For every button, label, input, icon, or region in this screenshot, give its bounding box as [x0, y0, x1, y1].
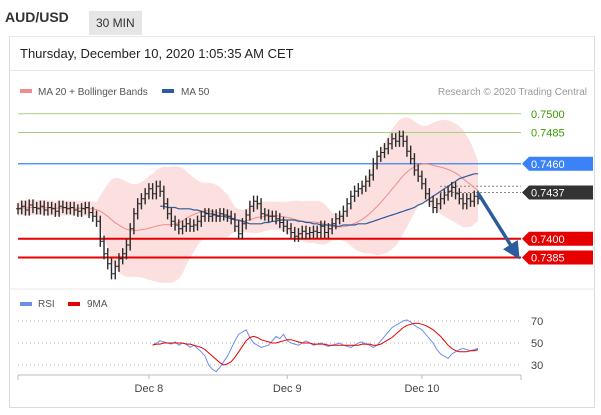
ma20-line [17, 163, 479, 232]
header-divider [10, 70, 595, 71]
legend-swatch-rsi [20, 302, 32, 306]
level-0-7485-label: 0.7485 [531, 128, 565, 140]
rsi-pane: 70 50 30 [18, 316, 543, 373]
x-tick-label: Dec 9 [273, 383, 302, 395]
chart-panel [9, 36, 595, 408]
legend-label-ma50: MA 50 [181, 87, 210, 98]
legend-swatch-bollinger [20, 89, 32, 93]
x-tick-label: Dec 10 [404, 383, 439, 395]
chart-header: AUD/USD 30 MIN [0, 0, 601, 40]
level-0-7437-tag [522, 185, 593, 200]
rsi-tick-50: 50 [531, 338, 543, 350]
level-0-7400-label: 0.7400 [531, 234, 565, 246]
rsi-tick-70: 70 [531, 316, 543, 328]
level-0-7500-label: 0.7500 [531, 109, 565, 121]
x-axis: Dec 8 Dec 9 Dec 10 [17, 375, 522, 395]
main-legend: MA 20 + Bollinger Bands MA 50 Research ©… [20, 87, 587, 98]
level-0-7385-tag [522, 250, 593, 265]
level-0-7460-tag [522, 156, 593, 171]
chart-datetime: Thursday, December 10, 2020 1:05:35 AM C… [20, 46, 294, 61]
rsi-line [152, 319, 479, 373]
level-0-7460-label: 0.7460 [531, 159, 565, 171]
timeframe-badge[interactable]: 30 MIN [89, 11, 142, 35]
bollinger-band-fill [18, 117, 478, 283]
level-0-7385-label: 0.7385 [531, 253, 565, 265]
level-labels: 0.7500 0.7485 0.7460 0.7437 0.7400 0.7385 [522, 109, 593, 265]
rsi-9ma-line [152, 322, 479, 366]
series-layer [16, 130, 480, 280]
x-tick-label: Dec 8 [135, 383, 164, 395]
legend-swatch-ma50 [162, 89, 174, 93]
forecast-arrow [476, 192, 520, 260]
rsi-tick-30: 30 [531, 360, 543, 372]
legend-label-rsi: RSI [38, 299, 55, 310]
credit-text: Research © 2020 Trading Central [438, 87, 587, 98]
legend-swatch-9ma [68, 302, 80, 306]
bollinger-band [18, 117, 478, 283]
level-lines [18, 113, 521, 259]
legend-label-bollinger: MA 20 + Bollinger Bands [38, 87, 148, 98]
level-0-7400-tag [522, 231, 593, 246]
symbol-title: AUD/USD [5, 9, 69, 25]
rsi-legend: RSI 9MA [20, 299, 108, 310]
level-0-7437-label: 0.7437 [531, 188, 565, 200]
legend-label-9ma: 9MA [87, 299, 108, 310]
